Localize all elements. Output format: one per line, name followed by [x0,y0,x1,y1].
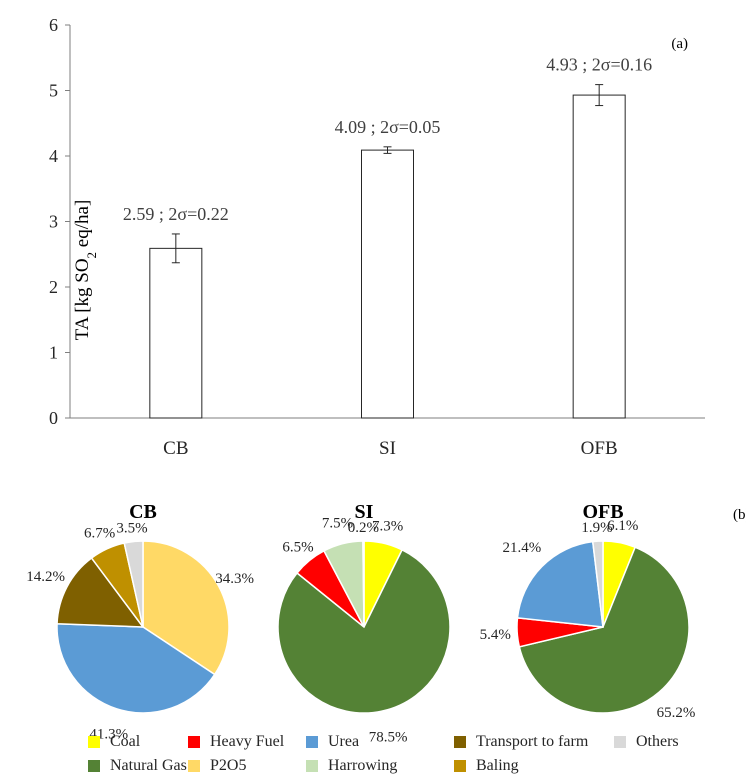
legend-label: P2O5 [210,757,246,775]
pie-chart-panel: (b) CB34.3%41.3%14.2%6.7%3.5%SI7.3%78.5%… [26,501,746,745]
x-tick-label: CB [163,438,188,459]
legend-item: Others [614,733,714,751]
legend-swatch [88,760,100,772]
panel-b-tag: (b) [733,507,746,523]
y-tick-label: 2 [49,277,58,297]
bar-si [362,150,414,418]
legend-swatch [306,760,318,772]
bar-chart-panel: TA [kg SO2 eq/ha] (a) 0 1 2 3 4 5 6 2.59 ; 2σ=… [49,15,705,459]
pie-si: SI7.3%78.5%6.5%7.5%0.2% [278,501,450,745]
legend-item: Transport to farm [454,733,614,751]
y-tick-label: 0 [49,408,58,428]
bar-cb [150,248,202,418]
slice-label: 0.2% [348,520,379,536]
legend-label: Harrowing [328,757,397,775]
legend-swatch [614,736,626,748]
legend-label: Others [636,733,679,751]
panel-a-tag: (a) [671,36,688,52]
legend-item: Heavy Fuel [188,733,306,751]
slice-label: 6.5% [282,540,313,556]
data-label: 4.93 ; 2σ=0.16 [546,55,652,75]
legend-label: Baling [476,757,519,775]
y-tick-label: 4 [49,146,58,166]
legend-item: P2O5 [188,757,306,775]
slice-label: 6.7% [84,525,115,541]
legend-item: Baling [454,757,614,775]
legend-swatch [306,736,318,748]
slice-label: 14.2% [26,569,65,585]
legend-row: Natural Gas P2O5 Harrowing Baling [88,754,718,778]
legend-item: Natural Gas [88,757,188,775]
legend-swatch [188,760,200,772]
slice-label: 34.3% [215,571,254,587]
data-label: 4.09 ; 2σ=0.05 [335,117,441,137]
x-tick-label: SI [379,438,396,459]
slice-label: 1.9% [581,520,612,536]
bar-ofb [573,95,625,418]
legend-swatch [454,760,466,772]
legend-label: Natural Gas [110,757,187,775]
slice-label: 21.4% [503,540,542,556]
legend-label: Heavy Fuel [210,733,284,751]
bar-marks: 2.59 ; 2σ=0.22 CB 4.09 ; 2σ=0.05 SI 4.93 ; 2… [123,55,652,459]
slice-label: 5.4% [480,627,511,643]
legend-swatch [188,736,200,748]
pie-legend: Coal Heavy Fuel Urea Transport to farm Other… [88,730,718,778]
legend-swatch [454,736,466,748]
legend-label: Transport to farm [476,733,588,751]
data-label: 2.59 ; 2σ=0.22 [123,204,229,224]
y-tick-label: 1 [49,343,58,363]
x-tick-label: OFB [581,438,618,459]
legend-label: Urea [328,733,359,751]
legend-item: Harrowing [306,757,454,775]
legend-row: Coal Heavy Fuel Urea Transport to farm Other… [88,730,718,754]
legend-label: Coal [110,733,140,751]
legend-swatch [88,736,100,748]
legend-item: Coal [88,733,188,751]
y-tick-label: 6 [49,15,58,35]
slice-label: 65.2% [657,705,696,721]
y-tick-label: 5 [49,81,58,101]
slice-label: 3.5% [116,521,147,537]
y-axis-label: TA [kg SO2 eq/ha] [72,200,99,341]
legend-item: Urea [306,733,454,751]
y-tick-label: 3 [49,212,58,232]
